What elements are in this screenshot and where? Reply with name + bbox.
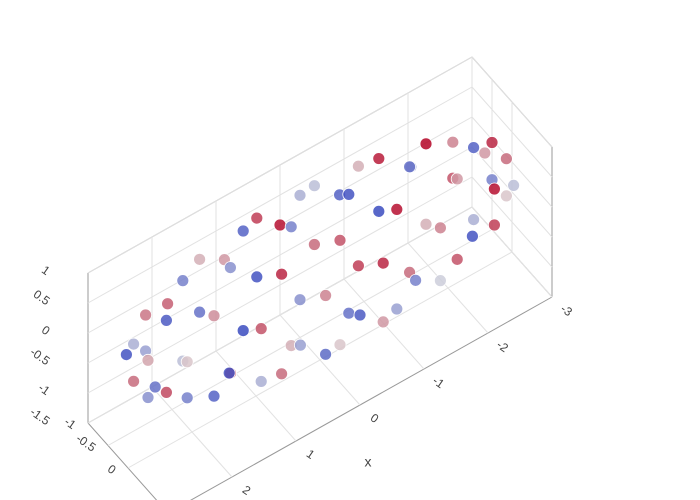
point: [353, 308, 367, 322]
grid-line: [87, 86, 473, 304]
point: [446, 135, 460, 149]
point: [499, 152, 513, 166]
point: [390, 302, 404, 316]
point: [372, 204, 386, 218]
y-tick-label: -1: [62, 414, 79, 432]
x-tick-label: 0: [368, 411, 382, 426]
grid-line: [471, 56, 553, 148]
point: [478, 146, 492, 160]
point: [465, 229, 479, 243]
point: [141, 353, 155, 367]
point: [275, 367, 289, 381]
point: [193, 305, 207, 319]
point: [293, 338, 307, 352]
point: [487, 182, 501, 196]
point: [127, 374, 141, 388]
grid-line: [87, 56, 473, 274]
point: [319, 289, 333, 302]
point: [141, 391, 155, 404]
point: [390, 202, 404, 216]
point: [180, 391, 194, 405]
y-tick-label: -0.5: [74, 431, 99, 455]
point: [319, 347, 333, 361]
grid-line: [127, 251, 513, 469]
point: [351, 259, 365, 273]
point: [127, 337, 141, 351]
point: [250, 211, 264, 225]
point: [207, 309, 221, 323]
point: [273, 218, 287, 232]
point: [433, 274, 447, 288]
point: [467, 213, 481, 227]
x-tick-label: -3: [558, 302, 575, 320]
point: [236, 224, 250, 238]
grid-line: [107, 229, 493, 446]
point: [467, 141, 481, 155]
point: [487, 218, 501, 232]
point: [419, 217, 433, 231]
point: [161, 297, 175, 311]
z-tick-label: -1: [36, 380, 53, 398]
grid-line: [471, 146, 553, 238]
point: [120, 348, 133, 362]
point: [250, 270, 264, 284]
point: [499, 189, 513, 203]
point: [159, 313, 173, 327]
point: [193, 252, 207, 266]
point: [284, 220, 298, 234]
point: [254, 322, 268, 336]
x-tick-label: 2: [240, 483, 254, 498]
point: [293, 293, 307, 307]
x-tick-label: 1: [304, 447, 318, 462]
point: [275, 267, 289, 281]
grid-line: [471, 206, 553, 298]
point: [159, 385, 173, 399]
point: [333, 233, 347, 247]
point: [207, 389, 221, 403]
point: [139, 308, 153, 322]
grid-line: [87, 146, 473, 364]
point: [342, 187, 356, 201]
point: [293, 188, 307, 202]
grid-line: [471, 176, 553, 268]
point: [342, 306, 356, 320]
y-tick-label: 0: [105, 462, 119, 477]
point: [372, 152, 386, 165]
point: [307, 179, 321, 193]
z-tick-label: 0: [39, 323, 53, 338]
x-tick-label: -1: [430, 374, 447, 392]
z-tick-label: -0.5: [28, 345, 53, 369]
point: [419, 137, 433, 151]
point: [450, 252, 464, 266]
point: [254, 375, 268, 388]
point: [180, 355, 194, 369]
x-axis-title: x: [365, 454, 372, 470]
point: [223, 261, 237, 275]
x-tick-label: -2: [494, 338, 511, 356]
grid-line: [471, 86, 553, 178]
z-tick-label: -1.5: [28, 405, 53, 429]
point: [376, 315, 390, 329]
point: [433, 221, 447, 235]
point: [403, 160, 417, 174]
z-tick-label: 1: [39, 263, 53, 278]
point: [351, 159, 365, 173]
point: [376, 256, 390, 270]
z-tick-label: 0.5: [31, 287, 53, 308]
point: [507, 178, 520, 192]
point: [450, 172, 464, 186]
point: [176, 274, 190, 288]
point: [485, 136, 499, 149]
point: [236, 324, 250, 338]
point: [222, 366, 236, 380]
grid-line: [471, 116, 553, 208]
point: [148, 380, 162, 394]
point: [409, 273, 423, 287]
point: [333, 338, 347, 352]
point: [307, 238, 321, 251]
